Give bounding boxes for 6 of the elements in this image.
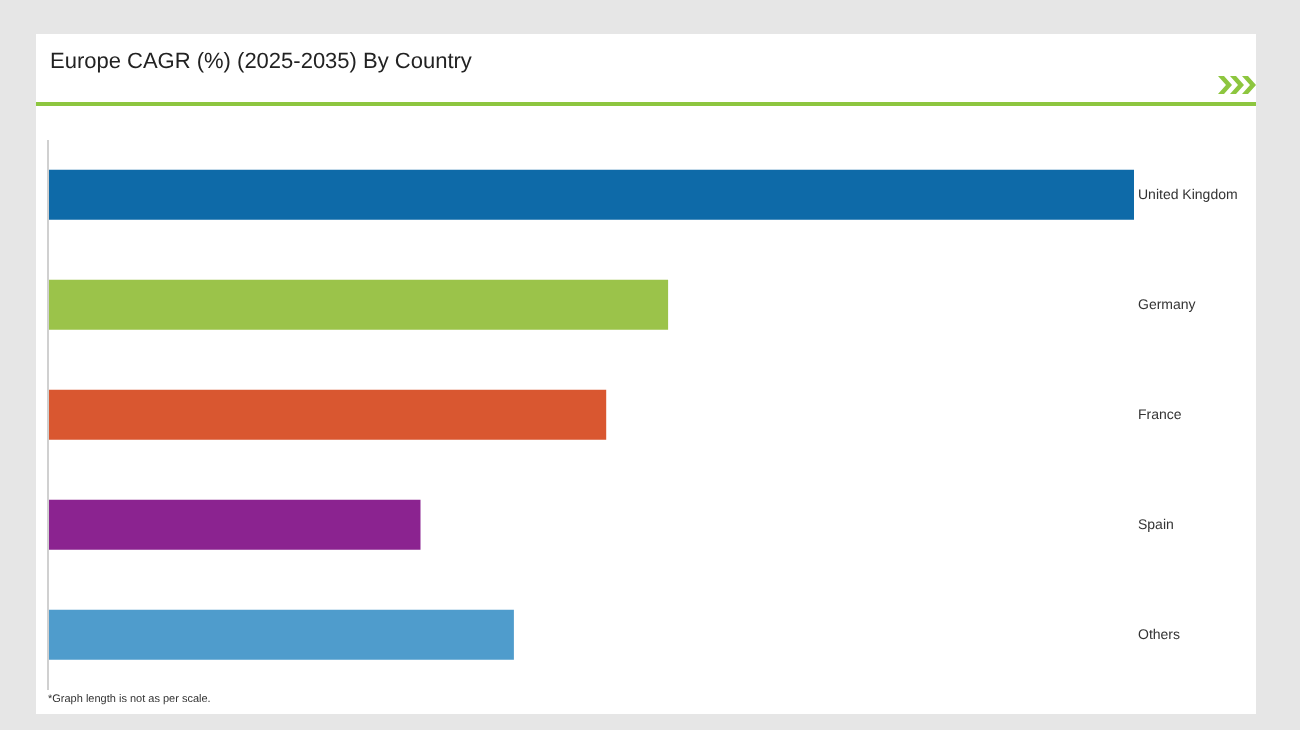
bar bbox=[48, 609, 514, 660]
bar bbox=[48, 389, 607, 440]
bar bbox=[48, 499, 421, 550]
bar bbox=[48, 169, 1134, 220]
chart-title: Europe CAGR (%) (2025-2035) By Country bbox=[50, 50, 472, 74]
bar bbox=[48, 279, 669, 330]
